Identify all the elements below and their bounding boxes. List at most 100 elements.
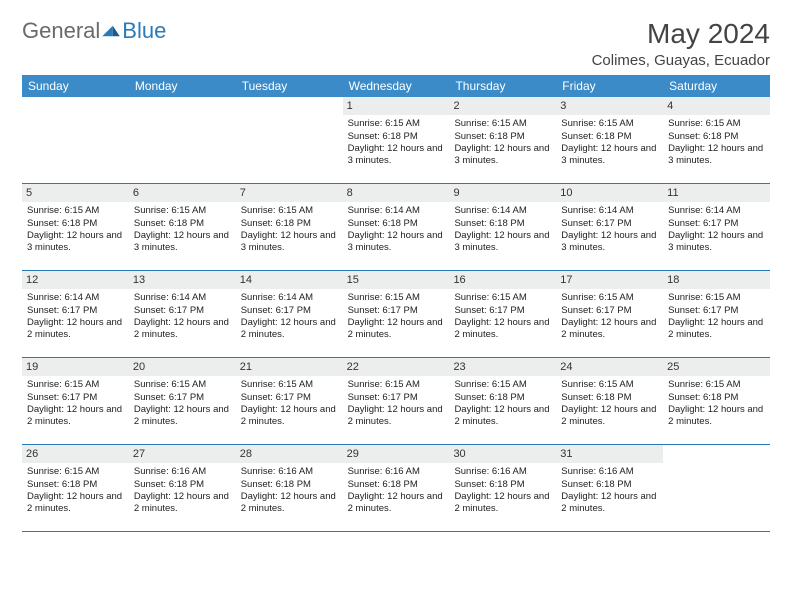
calendar-cell: 8Sunrise: 6:14 AMSunset: 6:18 PMDaylight… xyxy=(343,184,450,270)
day-number: 23 xyxy=(449,358,556,376)
sunrise-line: Sunrise: 6:14 AM xyxy=(454,205,551,217)
calendar-cell: 21Sunrise: 6:15 AMSunset: 6:17 PMDayligh… xyxy=(236,358,343,444)
calendar-row: 12Sunrise: 6:14 AMSunset: 6:17 PMDayligh… xyxy=(22,271,770,358)
day-number: 31 xyxy=(556,445,663,463)
sunset-line: Sunset: 6:18 PM xyxy=(561,479,658,491)
sunrise-line: Sunrise: 6:15 AM xyxy=(561,118,658,130)
sunset-line: Sunset: 6:17 PM xyxy=(134,305,231,317)
day-number: 3 xyxy=(556,97,663,115)
sunrise-line: Sunrise: 6:15 AM xyxy=(241,205,338,217)
weekday-label: Sunday xyxy=(22,75,129,97)
sunset-line: Sunset: 6:18 PM xyxy=(134,479,231,491)
sunset-line: Sunset: 6:18 PM xyxy=(454,131,551,143)
calendar-cell: 27Sunrise: 6:16 AMSunset: 6:18 PMDayligh… xyxy=(129,445,236,531)
day-number: 16 xyxy=(449,271,556,289)
sunrise-line: Sunrise: 6:15 AM xyxy=(454,292,551,304)
sunrise-line: Sunrise: 6:14 AM xyxy=(348,205,445,217)
sunset-line: Sunset: 6:17 PM xyxy=(561,218,658,230)
calendar-cell: 2Sunrise: 6:15 AMSunset: 6:18 PMDaylight… xyxy=(449,97,556,183)
sunrise-line: Sunrise: 6:16 AM xyxy=(241,466,338,478)
daylight-line: Daylight: 12 hours and 2 minutes. xyxy=(561,317,658,342)
weekday-label: Monday xyxy=(129,75,236,97)
calendar-cell: 15Sunrise: 6:15 AMSunset: 6:17 PMDayligh… xyxy=(343,271,450,357)
daylight-line: Daylight: 12 hours and 3 minutes. xyxy=(348,143,445,168)
calendar-cell: 1Sunrise: 6:15 AMSunset: 6:18 PMDaylight… xyxy=(343,97,450,183)
calendar-cell: 3 Sunrise: 6:15 AMSunset: 6:18 PMDaylight… xyxy=(556,97,663,183)
daylight-line: Daylight: 12 hours and 2 minutes. xyxy=(454,491,551,516)
sunset-line: Sunset: 6:18 PM xyxy=(241,218,338,230)
calendar-cell: 24Sunrise: 6:15 AMSunset: 6:18 PMDayligh… xyxy=(556,358,663,444)
sunset-line: Sunset: 6:17 PM xyxy=(27,305,124,317)
day-number: 13 xyxy=(129,271,236,289)
calendar-cell: 16 Sunrise: 6:15 AMSunset: 6:17 PMDayligh… xyxy=(449,271,556,357)
sunset-line: Sunset: 6:18 PM xyxy=(454,218,551,230)
day-number: 27 xyxy=(129,445,236,463)
day-number: 7 xyxy=(236,184,343,202)
daylight-line: Daylight: 12 hours and 2 minutes. xyxy=(348,404,445,429)
calendar-row: 19Sunrise: 6:15 AMSunset: 6:17 PMDayligh… xyxy=(22,358,770,445)
sunrise-line: Sunrise: 6:16 AM xyxy=(454,466,551,478)
sunset-line: Sunset: 6:18 PM xyxy=(348,479,445,491)
day-number: 14 xyxy=(236,271,343,289)
day-number: 21 xyxy=(236,358,343,376)
sunset-line: Sunset: 6:18 PM xyxy=(561,131,658,143)
daylight-line: Daylight: 12 hours and 2 minutes. xyxy=(668,404,765,429)
day-number: 9 xyxy=(449,184,556,202)
calendar-cell: 10Sunrise: 6:14 AMSunset: 6:17 PMDayligh… xyxy=(556,184,663,270)
day-number: 4 xyxy=(663,97,770,115)
sunrise-line: Sunrise: 6:14 AM xyxy=(241,292,338,304)
daylight-line: Daylight: 12 hours and 2 minutes. xyxy=(668,317,765,342)
daylight-line: Daylight: 12 hours and 3 minutes. xyxy=(668,230,765,255)
sunrise-line: Sunrise: 6:15 AM xyxy=(454,379,551,391)
month-title: May 2024 xyxy=(592,18,770,50)
day-number: 28 xyxy=(236,445,343,463)
calendar-cell: 18Sunrise: 6:15 AMSunset: 6:17 PMDayligh… xyxy=(663,271,770,357)
daylight-line: Daylight: 12 hours and 2 minutes. xyxy=(134,317,231,342)
sunrise-line: Sunrise: 6:14 AM xyxy=(134,292,231,304)
daylight-line: Daylight: 12 hours and 2 minutes. xyxy=(241,317,338,342)
calendar-cell: 13 Sunrise: 6:14 AMSunset: 6:17 PMDayligh… xyxy=(129,271,236,357)
daylight-line: Daylight: 12 hours and 3 minutes. xyxy=(241,230,338,255)
page-header: General Blue May 2024 Colimes, Guayas, E… xyxy=(22,18,770,69)
sunrise-line: Sunrise: 6:16 AM xyxy=(348,466,445,478)
day-number: 1 xyxy=(343,97,450,115)
calendar-cell: 23Sunrise: 6:15 AMSunset: 6:18 PMDayligh… xyxy=(449,358,556,444)
day-number: 30 xyxy=(449,445,556,463)
daylight-line: Daylight: 12 hours and 2 minutes. xyxy=(348,491,445,516)
title-block: May 2024 Colimes, Guayas, Ecuador xyxy=(592,18,770,69)
calendar-cell: 29 Sunrise: 6:16 AMSunset: 6:18 PMDayligh… xyxy=(343,445,450,531)
sunset-line: Sunset: 6:17 PM xyxy=(454,305,551,317)
sunset-line: Sunset: 6:18 PM xyxy=(134,218,231,230)
daylight-line: Daylight: 12 hours and 3 minutes. xyxy=(561,143,658,168)
calendar-row: 26Sunrise: 6:15 AMSunset: 6:18 PMDayligh… xyxy=(22,445,770,532)
daylight-line: Daylight: 12 hours and 2 minutes. xyxy=(134,491,231,516)
daylight-line: Daylight: 12 hours and 3 minutes. xyxy=(454,143,551,168)
brand-logo: General Blue xyxy=(22,18,166,44)
calendar-cell: 30Sunrise: 6:16 AMSunset: 6:18 PMDayligh… xyxy=(449,445,556,531)
daylight-line: Daylight: 12 hours and 2 minutes. xyxy=(454,404,551,429)
calendar-cell: 5Sunrise: 6:15 AMSunset: 6:18 PMDaylight… xyxy=(22,184,129,270)
calendar-cell: 17Sunrise: 6:15 AMSunset: 6:17 PMDayligh… xyxy=(556,271,663,357)
calendar-cell: 20Sunrise: 6:15 AMSunset: 6:17 PMDayligh… xyxy=(129,358,236,444)
brand-part1: General xyxy=(22,18,100,44)
sunset-line: Sunset: 6:18 PM xyxy=(348,131,445,143)
day-number: 20 xyxy=(129,358,236,376)
daylight-line: Daylight: 12 hours and 2 minutes. xyxy=(454,317,551,342)
daylight-line: Daylight: 12 hours and 2 minutes. xyxy=(27,317,124,342)
daylight-line: Daylight: 12 hours and 2 minutes. xyxy=(348,317,445,342)
daylight-line: Daylight: 12 hours and 3 minutes. xyxy=(27,230,124,255)
weekday-label: Wednesday xyxy=(343,75,450,97)
brand-part2: Blue xyxy=(122,18,166,44)
daylight-line: Daylight: 12 hours and 3 minutes. xyxy=(561,230,658,255)
sunset-line: Sunset: 6:17 PM xyxy=(348,392,445,404)
calendar-cell: 31Sunrise: 6:16 AMSunset: 6:18 PMDayligh… xyxy=(556,445,663,531)
sunrise-line: Sunrise: 6:14 AM xyxy=(561,205,658,217)
calendar-cell: 28Sunrise: 6:16 AMSunset: 6:18 PMDayligh… xyxy=(236,445,343,531)
day-number: 11 xyxy=(663,184,770,202)
sunrise-line: Sunrise: 6:16 AM xyxy=(561,466,658,478)
day-number: 5 xyxy=(22,184,129,202)
day-number: 26 xyxy=(22,445,129,463)
day-number: 29 xyxy=(343,445,450,463)
sunset-line: Sunset: 6:17 PM xyxy=(241,392,338,404)
daylight-line: Daylight: 12 hours and 2 minutes. xyxy=(241,404,338,429)
